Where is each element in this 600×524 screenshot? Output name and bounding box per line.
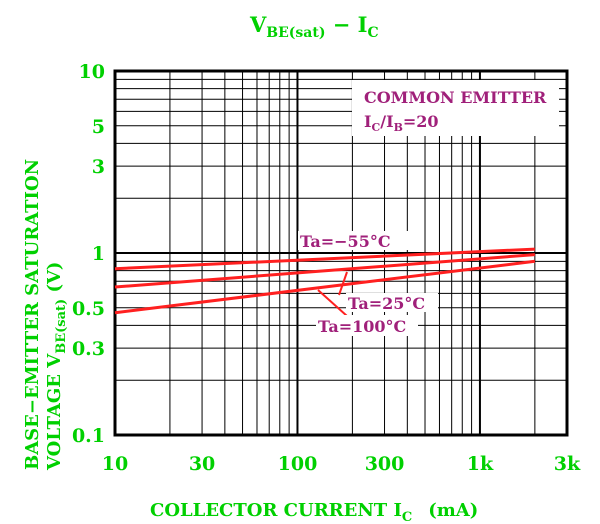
- series-line-2: [114, 259, 536, 315]
- y-tick-label: 5: [92, 116, 105, 138]
- y-tick-label: 0.1: [72, 425, 105, 447]
- series-line-1: [114, 253, 536, 289]
- series-line-0: [114, 247, 535, 271]
- y-tick-label: 1: [92, 243, 105, 265]
- x-axis-label: COLLECTOR CURRENT IC (mA): [150, 500, 478, 524]
- x-tick-label: 100: [278, 453, 318, 475]
- x-tick-label: 30: [189, 453, 215, 475]
- y-axis-label-line-1: BASE−EMITTER SATURATION: [22, 159, 43, 470]
- x-tick-label: 1k: [467, 453, 494, 475]
- label-bg-25: [346, 293, 438, 312]
- series-label-minus55: Ta=−55°C: [300, 232, 391, 251]
- series-lines: [114, 247, 536, 315]
- label-bg-55: [298, 231, 408, 250]
- y-tick-labels: 10 5 3 1 0.5 0.3 0.1: [72, 61, 105, 447]
- series-label-100: Ta=100°C: [318, 317, 406, 336]
- plot-frame: [113, 69, 569, 437]
- y-axis-label-line-2: VOLTAGE VBE(sat) (V): [44, 262, 69, 471]
- y-tick-label: 0.3: [72, 338, 105, 360]
- y-axis-label: BASE−EMITTER SATURATION VOLTAGE VBE(sat)…: [22, 159, 69, 471]
- x-tick-label: 300: [365, 453, 405, 475]
- label-bg-100: [316, 315, 418, 336]
- y-tick-label: 3: [92, 156, 105, 178]
- x-tick-labels: 10 30 100 300 1k 3k: [102, 453, 581, 475]
- condition-line-2: IC/IB=20: [364, 112, 439, 134]
- x-tick-label: 10: [102, 453, 128, 475]
- chart-title: VBE(sat) − IC: [249, 12, 379, 41]
- x-tick-label: 3k: [554, 453, 581, 475]
- y-tick-label: 0.5: [72, 298, 105, 320]
- condition-box: [352, 80, 559, 136]
- condition-line-1: COMMON EMITTER: [364, 88, 547, 107]
- series-label-25: Ta=25°C: [348, 294, 425, 313]
- pointer-100: [317, 289, 348, 317]
- pointer-25: [338, 271, 348, 296]
- y-tick-label: 10: [79, 61, 105, 83]
